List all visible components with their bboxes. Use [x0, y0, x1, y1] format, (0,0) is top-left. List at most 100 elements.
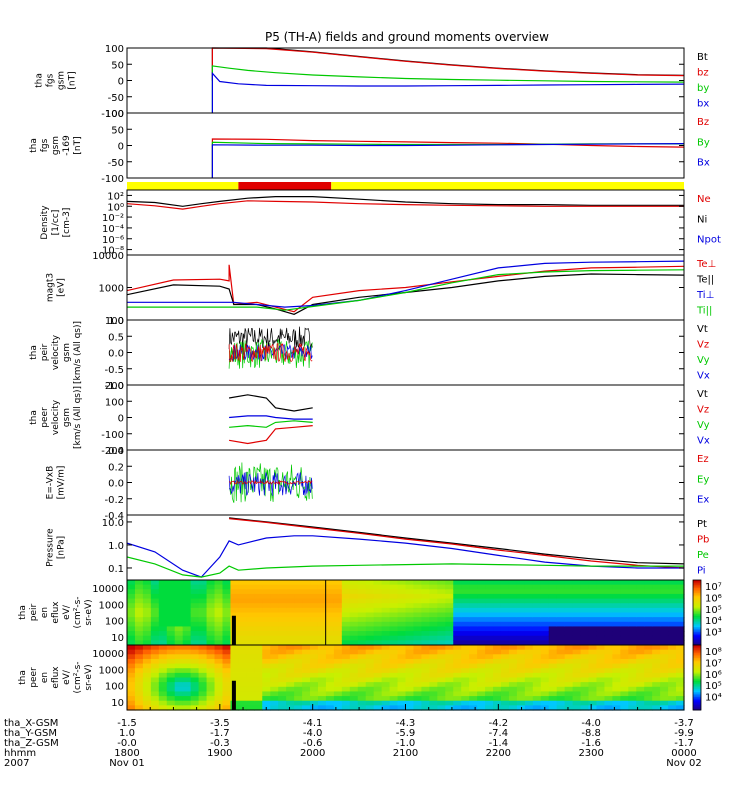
- spectrogram-cell: [286, 640, 295, 646]
- spectrogram-cell: [477, 589, 486, 595]
- spectrogram-cell: [580, 696, 590, 702]
- spectrogram-cell: [278, 612, 287, 618]
- spectrogram-cell: [127, 640, 136, 646]
- spectrogram-cell: [214, 663, 224, 669]
- spectrogram-cell: [238, 612, 247, 618]
- spectrogram-cell: [469, 635, 478, 641]
- spectrogram-cell: [381, 631, 391, 637]
- spectrogram-cell: [206, 584, 216, 590]
- spectrogram-cell: [556, 598, 566, 604]
- spectrogram-cell: [341, 649, 351, 655]
- spectrogram-cell: [461, 607, 470, 614]
- spectrogram-cell: [516, 682, 526, 688]
- colorbar-cell: [693, 669, 701, 672]
- spectrogram-cell: [628, 668, 637, 674]
- spectrogram-cell: [230, 645, 239, 651]
- spectrogram-cell: [413, 640, 423, 646]
- spectrogram-cell: [500, 617, 510, 623]
- spectrogram-cell: [166, 607, 176, 614]
- spectrogram-cell: [628, 645, 637, 651]
- series-line-Ne: [126, 200, 684, 210]
- colorbar-cell: [693, 651, 701, 654]
- spectrogram-cell: [373, 663, 383, 669]
- spectrogram-cell: [262, 696, 271, 702]
- spectrogram-cell: [524, 631, 534, 637]
- spectrogram-cell: [676, 635, 685, 641]
- spectrogram-cell: [333, 700, 343, 706]
- spectrogram-cell: [453, 705, 462, 711]
- y-axis-label-line: gsm: [62, 408, 72, 427]
- spectrogram-cell: [134, 580, 144, 586]
- spectrogram-cell: [548, 603, 558, 609]
- spectrogram-cell: [676, 603, 685, 609]
- spectrogram-cell: [676, 593, 685, 600]
- spectrogram-cell: [580, 649, 590, 655]
- spectrogram-cell: [572, 677, 582, 683]
- spectrogram-cell: [373, 589, 383, 595]
- spectrogram-cell: [254, 696, 263, 702]
- spectrogram-cell: [668, 635, 677, 641]
- spectrogram-cell: [437, 658, 446, 665]
- spectrogram-cell: [214, 603, 224, 609]
- spectrogram-cell: [564, 598, 574, 604]
- spectrogram-cell: [325, 607, 335, 614]
- spectrogram-cell: [429, 584, 438, 590]
- spectrogram-cell: [389, 621, 399, 628]
- spectrogram-cell: [604, 682, 613, 688]
- spectrogram-cell: [508, 672, 518, 679]
- spectrogram-cell: [397, 598, 407, 604]
- spectrogram-cell: [230, 654, 239, 660]
- spectrogram-cell: [668, 612, 677, 618]
- spectrogram-cell: [580, 626, 590, 632]
- spectrogram-cell: [317, 654, 327, 660]
- spectrogram-cell: [166, 682, 176, 688]
- spectrogram-cell: [341, 668, 351, 674]
- spectrogram-cell: [270, 645, 279, 651]
- spectrogram-cell: [612, 584, 621, 590]
- spectrogram-cell: [421, 626, 430, 632]
- spectrogram-cell: [564, 686, 574, 693]
- spectrogram-cell: [564, 649, 574, 655]
- spectrogram-cell: [604, 626, 613, 632]
- spectrogram-cell: [206, 645, 216, 651]
- spectrogram-cell: [588, 640, 598, 646]
- series-line-Te⊥: [126, 264, 685, 313]
- spectrogram-cell: [660, 617, 669, 623]
- spectrogram-cell: [246, 705, 255, 711]
- spectrogram-cell: [127, 668, 136, 674]
- spectrogram-cell: [572, 668, 582, 674]
- spectrogram-cell: [286, 649, 295, 655]
- spectrogram-cell: [485, 589, 494, 595]
- spectrogram-cell: [532, 584, 542, 590]
- spectrogram-cell: [572, 696, 582, 702]
- spectrogram-cell: [540, 607, 550, 614]
- spectrogram-cell: [644, 663, 653, 669]
- spectrogram-cell: [246, 654, 255, 660]
- spectrogram-cell: [676, 631, 685, 637]
- spectrogram-cell: [254, 626, 263, 632]
- colorbar-cell: [693, 625, 701, 628]
- legend-entry: Ex: [697, 495, 709, 506]
- spectrogram-cell: [222, 603, 232, 609]
- colorbar-cell: [693, 602, 701, 605]
- x-row-value: 2200: [486, 748, 511, 759]
- spectrogram-cell: [500, 631, 510, 637]
- spectrogram-cell: [270, 621, 279, 628]
- spectrogram-cell: [365, 626, 375, 632]
- spectrogram-cell: [341, 691, 351, 697]
- spectrogram-cell: [389, 649, 399, 655]
- spectrogram-cell: [302, 621, 311, 628]
- spectrogram-cell: [676, 663, 685, 669]
- spectrogram-cell: [493, 631, 502, 637]
- x-row-label: tha_Z-GSM: [4, 738, 59, 749]
- legend-entry: Vx: [697, 435, 710, 446]
- spectrogram-cell: [262, 682, 271, 688]
- spectrogram-cell: [341, 603, 351, 609]
- spectrogram-cell: [540, 598, 550, 604]
- spectrogram-cell: [166, 649, 176, 655]
- spectrogram-cell: [381, 598, 391, 604]
- spectrogram-cell: [397, 649, 407, 655]
- spectrogram-cell: [357, 663, 367, 669]
- spectrogram-cell: [262, 658, 271, 665]
- spectrogram-cell: [349, 677, 359, 683]
